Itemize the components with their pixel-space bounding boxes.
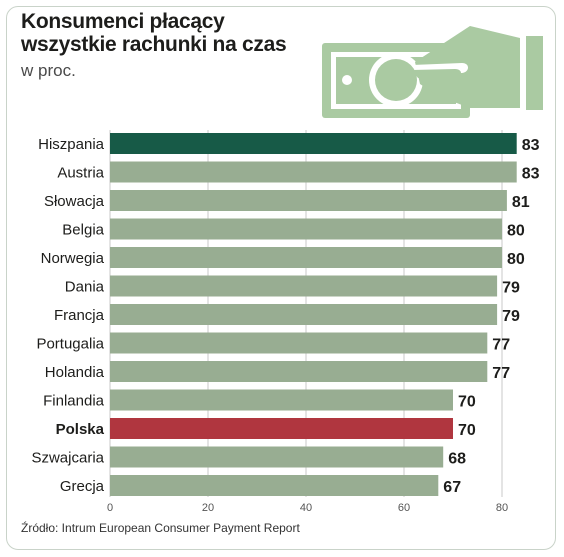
bar [110, 361, 488, 382]
title-line-2: wszystkie rachunki na czas [21, 33, 287, 56]
bar [110, 247, 502, 268]
bar [110, 475, 439, 496]
value-label: 77 [492, 365, 510, 382]
source-note: Źródło: Intrum European Consumer Payment… [21, 521, 300, 535]
category-label: Finlandia [43, 393, 105, 410]
category-label: Francja [54, 307, 105, 324]
value-labels: 83 83 81 80 80 79 79 77 77 70 70 68 67 [443, 137, 539, 496]
category-label: Holandia [45, 364, 105, 381]
value-label: 79 [502, 308, 520, 325]
category-label: Polska [56, 421, 105, 438]
value-label: 77 [492, 337, 510, 354]
value-label: 70 [458, 422, 476, 439]
bar [110, 304, 498, 325]
category-label: Portugalia [36, 336, 104, 353]
category-labels: Hiszpania Austria Słowacja Belgia Norwegia Da… [31, 136, 104, 495]
x-tick-label: 40 [300, 502, 312, 514]
value-label: 79 [502, 280, 520, 297]
bars [110, 133, 517, 496]
value-label: 67 [443, 479, 461, 496]
category-label: Austria [57, 165, 104, 182]
bar [110, 446, 444, 468]
bar [110, 332, 488, 354]
category-label: Szwajcaria [31, 450, 104, 467]
category-label: Hiszpania [38, 136, 105, 153]
category-label: Słowacja [44, 193, 105, 210]
x-axis-ticks: 0 20 40 60 80 [107, 502, 508, 514]
chart-subtitle: w proc. [21, 61, 76, 80]
title-line-1: Konsumenci płacący [21, 10, 225, 33]
bar [110, 190, 507, 211]
chart-frame [6, 6, 556, 550]
chart-title: Konsumenci płacący wszystkie rachunki na… [21, 10, 287, 56]
x-tick-label: 0 [107, 502, 113, 514]
value-label: 83 [522, 166, 540, 183]
category-label: Belgia [62, 222, 104, 239]
bar [110, 389, 453, 411]
value-label: 81 [512, 194, 530, 211]
x-tick-label: 20 [202, 502, 214, 514]
bar [110, 218, 502, 240]
x-tick-label: 80 [496, 502, 508, 514]
value-label: 70 [458, 394, 476, 411]
value-label: 83 [522, 137, 540, 154]
category-label: Norwegia [41, 250, 105, 267]
category-label: Dania [65, 279, 105, 296]
bar [110, 275, 498, 297]
bar [110, 418, 453, 439]
value-label: 68 [448, 451, 466, 468]
x-tick-label: 60 [398, 502, 410, 514]
hand-holding-banknote-icon [322, 26, 543, 118]
bar [110, 161, 517, 183]
value-label: 80 [507, 223, 525, 240]
hand-icon [412, 26, 543, 110]
category-label: Grecja [60, 478, 105, 495]
value-label: 80 [507, 251, 525, 268]
bar [110, 133, 517, 154]
